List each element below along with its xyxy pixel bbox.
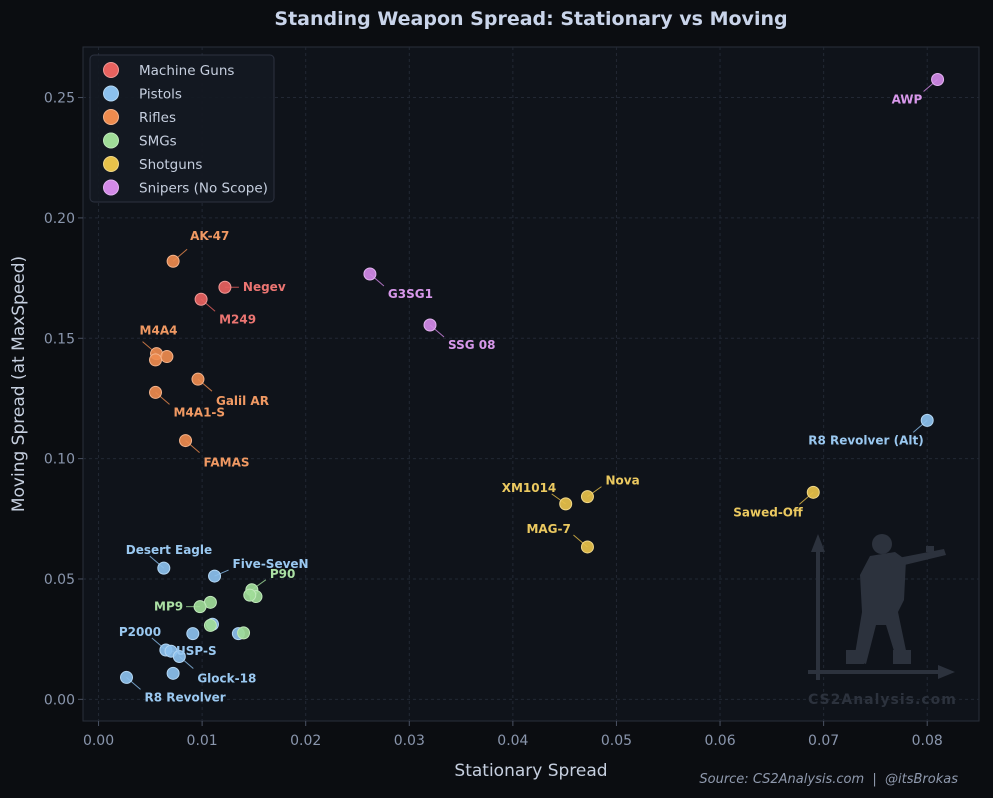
legend-marker: [103, 85, 119, 102]
y-axis-label: Moving Spread (at MaxSpeed): [9, 256, 29, 512]
data-point-smgs: [243, 588, 257, 602]
point-label: G3SG1: [388, 287, 433, 301]
x-tick-label: 0.01: [187, 733, 218, 749]
point-label: Glock-18: [197, 671, 256, 685]
x-tick-label: 0.08: [912, 733, 943, 749]
point-label: FAMAS: [204, 456, 250, 470]
x-tick-label: 0.06: [704, 733, 735, 749]
legend-marker: [103, 109, 119, 125]
point-label: R8 Revolver (Alt): [808, 433, 924, 447]
source-credit: Source: CS2Analysis.com | @itsBrokas: [699, 772, 958, 787]
legend-marker: [103, 179, 119, 196]
legend-marker: [103, 62, 119, 78]
legend-label: Rifles: [139, 110, 176, 126]
point-label: M4A1-S: [174, 405, 226, 419]
legend-label: SMGs: [139, 134, 177, 150]
x-tick-label: 0.04: [497, 733, 528, 749]
legend-marker: [103, 132, 119, 149]
data-point-pistols: [172, 649, 186, 663]
point-label: M4A4: [140, 324, 178, 338]
y-tick-label: 0.10: [44, 452, 75, 468]
point-label: P2000: [119, 625, 161, 639]
x-axis-ticks: 0.00 0.01 0.02 0.03 0.04 0.05 0.06 0.07 0.08: [83, 721, 943, 749]
grid-lines: [83, 47, 979, 721]
point-label: P90: [270, 567, 296, 581]
point-labels: Negev M249 R8 Revolver (Alt) Desert Eagle Fi…: [119, 92, 924, 704]
y-axis-ticks: 0.00 0.05 0.10 0.15 0.20 0.25: [44, 91, 83, 708]
data-point-machine-guns: [194, 292, 208, 306]
data-point-rifles: [191, 372, 205, 386]
chart-title: Standing Weapon Spread: Stationary vs Mo…: [274, 8, 787, 30]
data-point-machine-guns: [218, 280, 232, 294]
soldier-silhouette-icon: [846, 534, 946, 664]
data-point-pistols: [157, 561, 171, 575]
data-point-snipers-no-scope: [423, 318, 437, 332]
data-point-smgs: [237, 626, 251, 640]
data-point-rifles: [160, 350, 174, 364]
point-label: MP9: [154, 600, 183, 614]
x-axis-label: Stationary Spread: [454, 761, 607, 781]
data-point-rifles: [149, 385, 163, 399]
y-tick-label: 0.05: [44, 572, 75, 588]
legend-marker: [103, 156, 119, 172]
data-point-smgs: [193, 600, 207, 614]
x-tick-label: 0.07: [808, 733, 839, 749]
data-point-rifles: [149, 353, 163, 367]
y-tick-label: 0.00: [44, 692, 75, 708]
legend-label: Snipers (No Scope): [139, 181, 268, 197]
point-label: USP-S: [176, 644, 217, 658]
point-label: AK-47: [190, 229, 229, 243]
data-point-pistols: [166, 666, 180, 680]
point-label: AWP: [892, 92, 923, 106]
point-label: Negev: [243, 280, 286, 294]
data-point-snipers-no-scope: [363, 267, 377, 281]
data-point-pistols: [920, 413, 934, 427]
watermark-arrow-up-icon: [811, 534, 825, 552]
point-label: SSG 08: [448, 338, 495, 352]
data-points: [120, 72, 945, 684]
point-label: R8 Revolver: [145, 690, 226, 704]
data-point-pistols: [186, 627, 200, 641]
legend-label: Machine Guns: [139, 63, 234, 79]
data-point-rifles: [166, 254, 180, 268]
data-point-shotguns: [580, 540, 594, 554]
legend-label: Pistols: [139, 87, 182, 103]
legend-box: [89, 54, 275, 203]
point-label: Nova: [605, 474, 639, 488]
y-tick-label: 0.15: [44, 331, 75, 347]
x-tick-label: 0.00: [83, 733, 114, 749]
legend-label: Shotguns: [139, 157, 202, 173]
legend: Machine Guns Pistols Rifles SMGs Shotguns Sni…: [89, 54, 275, 203]
data-point-smgs: [203, 618, 217, 632]
data-point-snipers-no-scope: [931, 72, 945, 86]
watermark-arrow-right-icon: [938, 665, 955, 679]
point-label: MAG-7: [526, 522, 570, 536]
y-tick-label: 0.20: [44, 211, 75, 227]
point-label: XM1014: [502, 481, 557, 495]
data-point-rifles: [179, 434, 193, 448]
x-tick-label: 0.02: [290, 733, 321, 749]
data-point-shotguns: [559, 497, 573, 511]
watermark-text: CS2Analysis.com: [808, 692, 957, 708]
data-point-pistols: [120, 670, 134, 684]
x-tick-label: 0.03: [394, 733, 425, 749]
y-tick-label: 0.25: [44, 91, 75, 107]
data-point-pistols: [208, 569, 222, 583]
point-label: Galil AR: [216, 394, 269, 408]
point-label: Sawed-Off: [733, 505, 803, 519]
data-point-shotguns: [580, 490, 594, 504]
point-label: Five-SeveN: [233, 557, 309, 571]
watermark-logo: CS2Analysis.com: [808, 534, 957, 708]
data-point-shotguns: [806, 485, 820, 499]
point-label: Desert Eagle: [126, 543, 212, 557]
x-tick-label: 0.05: [601, 733, 632, 749]
point-label: M249: [219, 312, 256, 326]
